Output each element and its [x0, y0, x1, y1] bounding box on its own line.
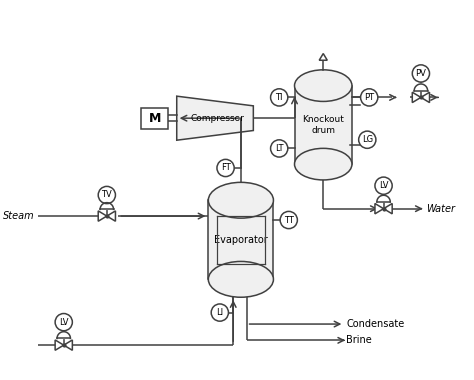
Circle shape: [280, 211, 297, 229]
Ellipse shape: [294, 148, 352, 180]
Text: TV: TV: [101, 190, 112, 200]
Polygon shape: [55, 340, 64, 350]
Ellipse shape: [209, 182, 273, 218]
Polygon shape: [383, 204, 392, 214]
Text: Evaporator: Evaporator: [214, 235, 268, 245]
Ellipse shape: [294, 70, 352, 101]
Text: Condensate: Condensate: [346, 319, 404, 329]
Text: TT: TT: [284, 215, 294, 225]
Circle shape: [217, 159, 234, 177]
Text: TI: TI: [275, 93, 283, 102]
Text: PV: PV: [416, 69, 426, 78]
Circle shape: [98, 186, 116, 204]
Text: Compressor: Compressor: [191, 114, 245, 123]
Text: LG: LG: [362, 135, 373, 144]
Polygon shape: [177, 96, 253, 140]
Bar: [209, 200, 273, 279]
Circle shape: [359, 131, 376, 148]
Circle shape: [271, 140, 288, 157]
Text: PT: PT: [364, 93, 374, 102]
Circle shape: [211, 304, 228, 321]
Bar: [141, 108, 168, 129]
Text: Brine: Brine: [346, 335, 372, 345]
Polygon shape: [100, 203, 114, 209]
Polygon shape: [412, 92, 421, 103]
Circle shape: [361, 89, 378, 106]
Polygon shape: [64, 340, 73, 350]
Text: LI: LI: [216, 308, 223, 317]
Polygon shape: [57, 332, 71, 339]
Polygon shape: [414, 84, 428, 91]
Bar: [294, 86, 352, 164]
Text: Steam: Steam: [3, 211, 35, 221]
Circle shape: [375, 177, 392, 194]
Text: LV: LV: [379, 181, 388, 190]
Polygon shape: [375, 204, 383, 214]
Text: M: M: [148, 112, 161, 125]
Circle shape: [412, 65, 429, 82]
Polygon shape: [319, 54, 327, 60]
Polygon shape: [107, 211, 116, 221]
Polygon shape: [421, 92, 429, 103]
Polygon shape: [377, 195, 390, 202]
Text: FT: FT: [221, 163, 230, 173]
Ellipse shape: [209, 261, 273, 297]
Polygon shape: [98, 211, 107, 221]
Circle shape: [271, 89, 288, 106]
Circle shape: [55, 314, 73, 331]
Text: Water: Water: [426, 204, 455, 214]
Text: Knockout
drum: Knockout drum: [302, 115, 344, 135]
Text: LT: LT: [275, 144, 283, 153]
Text: LV: LV: [59, 318, 69, 327]
